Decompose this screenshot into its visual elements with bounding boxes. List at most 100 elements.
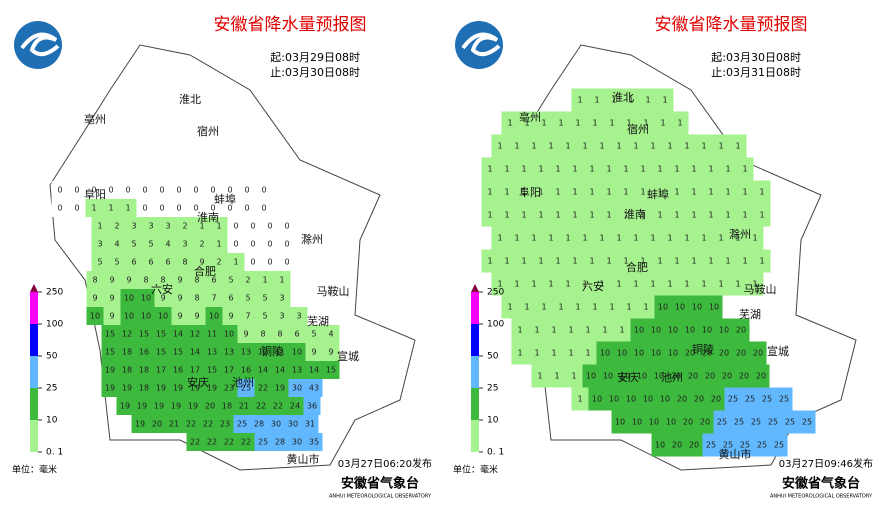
rain-cell [284, 415, 302, 433]
rain-cell [85, 181, 103, 199]
rain-cell [671, 111, 689, 135]
rain-cell [617, 180, 635, 204]
rain-value: 20 [694, 395, 704, 404]
rain-cell [634, 249, 652, 273]
rain-cell [696, 410, 714, 434]
rain-cell [170, 181, 188, 199]
rain-value: 9 [109, 312, 114, 321]
rain-cell [610, 134, 628, 158]
rain-cell [237, 433, 255, 451]
rain-cell [525, 272, 543, 296]
rain-value: 1 [568, 349, 573, 358]
rain-cell [525, 226, 543, 250]
rain-value: 22 [203, 420, 213, 429]
rain-cell [205, 289, 223, 307]
rain-value: 1 [599, 234, 604, 243]
rain-cell [481, 249, 499, 273]
rain-value: 1 [616, 280, 621, 289]
rain-cell [261, 217, 279, 235]
rain-value: 1 [507, 119, 512, 128]
rain-cell [239, 289, 257, 307]
rain-cell [576, 134, 594, 158]
rain-cell [634, 180, 652, 204]
rain-value: 1 [589, 257, 594, 266]
rain-cell [152, 361, 170, 379]
rain-value: 1 [592, 119, 597, 128]
rain-cell [685, 157, 703, 181]
rain-value: 1 [592, 303, 597, 312]
rain-value: 10 [626, 395, 636, 404]
rain-cell [622, 88, 640, 112]
rain-cell [690, 387, 708, 411]
rain-value: 10 [615, 418, 625, 427]
rain-cell [171, 307, 189, 325]
rain-value: 1 [645, 96, 650, 105]
rain-cell [571, 88, 589, 112]
rain-cell [288, 325, 306, 343]
rain-cell [239, 271, 257, 289]
rain-value: 3 [131, 222, 136, 231]
rain-cell [681, 341, 699, 365]
rain-value: 1 [626, 119, 631, 128]
rain-cell [137, 289, 155, 307]
rain-value: 1 [565, 142, 570, 151]
rain-value: 1 [589, 165, 594, 174]
rain-value: 9 [194, 312, 199, 321]
rain-value: 5 [114, 258, 119, 267]
rain-value: 1 [606, 211, 611, 220]
rain-cell [634, 157, 652, 181]
rain-value: 0 [267, 222, 272, 231]
rain-cell [588, 88, 606, 112]
agency: 安徽省气象台 [341, 476, 419, 492]
rain-value: 1 [551, 349, 556, 358]
issued: 03月27日06:20发布 [338, 457, 432, 470]
rain-value: 14 [258, 366, 268, 375]
rain-cell [288, 343, 306, 361]
rain-cell [610, 226, 628, 250]
rain-value: 0 [267, 240, 272, 249]
rain-value: 0 [74, 204, 79, 213]
rain-cell [101, 361, 119, 379]
rain-cell [661, 226, 679, 250]
rain-value: 1 [568, 326, 573, 335]
city-label: 淮北 [612, 91, 634, 104]
rain-cell [154, 289, 172, 307]
rain-cell [569, 295, 587, 319]
rain-cell [719, 157, 737, 181]
rain-value: 16 [241, 366, 251, 375]
rain-value: 5 [148, 240, 153, 249]
rain-cell [732, 318, 750, 342]
rain-value: 8 [92, 276, 97, 285]
rain-cell [719, 180, 737, 204]
rain-cell [566, 203, 584, 227]
rain-value: 19 [173, 384, 183, 393]
rain-cell [498, 203, 516, 227]
rain-value: 3 [182, 240, 187, 249]
rain-value: 20 [711, 395, 721, 404]
rain-value: 15 [156, 348, 166, 357]
rain-cell [188, 307, 206, 325]
rain-cell [216, 415, 234, 433]
rain-value: 16 [173, 366, 183, 375]
rain-value: 1 [677, 119, 682, 128]
rain-value: 1 [609, 119, 614, 128]
rain-cell [695, 226, 713, 250]
rain-value: 30 [292, 384, 302, 393]
rain-value: 8 [277, 330, 282, 339]
city-label: 芜湖 [739, 307, 761, 321]
rain-cell [68, 199, 86, 217]
rain-value: 1 [531, 142, 536, 151]
rain-value: 1 [91, 204, 96, 213]
rain-value: 10 [90, 312, 100, 321]
rain-cell [583, 203, 601, 227]
rain-cell [511, 341, 529, 365]
rain-value: 1 [691, 165, 696, 174]
rain-value: 1 [628, 96, 633, 105]
rain-cell [169, 325, 187, 343]
rain-value: 1 [108, 204, 113, 213]
rain-value: 10 [668, 349, 678, 358]
rain-cell [586, 111, 604, 135]
rain-cell [620, 111, 638, 135]
rain-value: 25 [768, 418, 778, 427]
rain-cell [650, 364, 668, 388]
